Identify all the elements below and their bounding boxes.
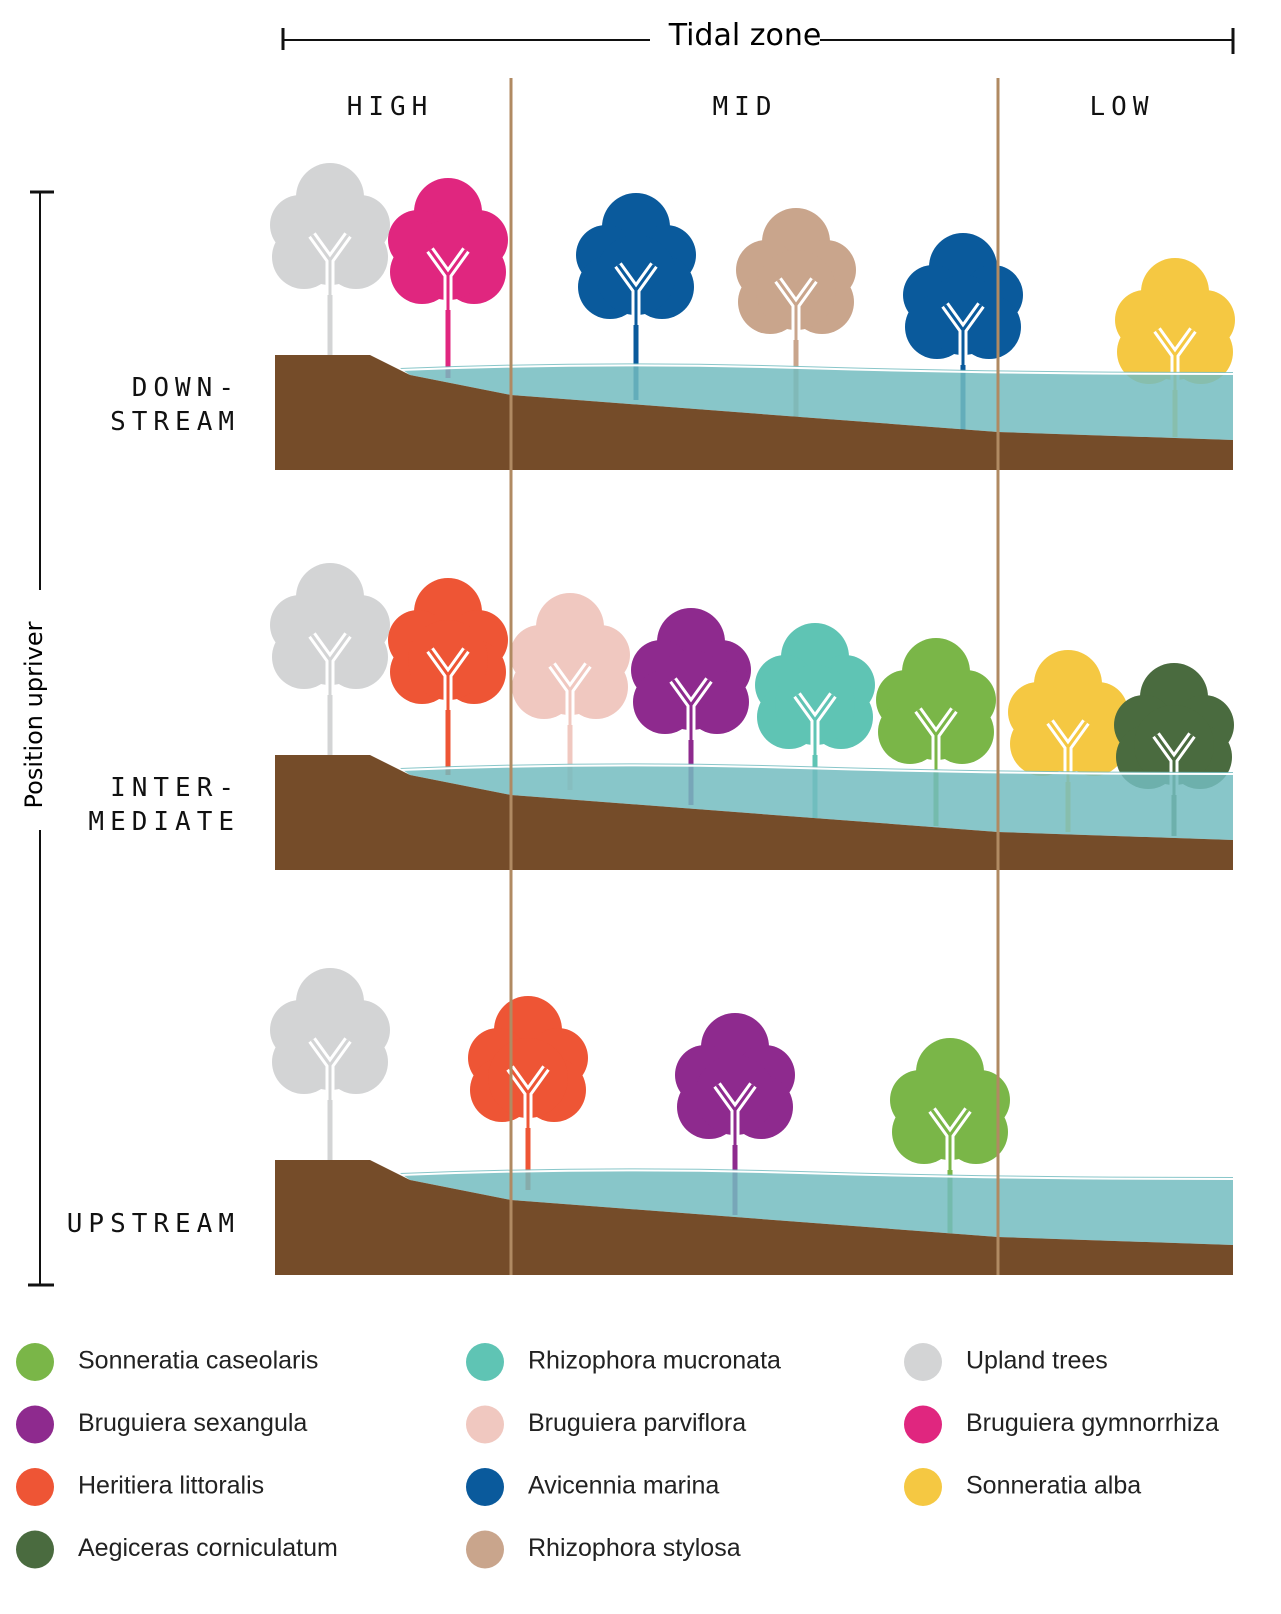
tree [270,968,390,1160]
row-label: DOWN- [132,373,240,403]
tree [388,578,508,775]
tree [510,593,630,790]
side-title: Position upriver [20,621,48,808]
legend-swatch [16,1531,54,1569]
tidal-title: Tidal zone [668,18,822,53]
legend-label: Bruguiera parviflora [528,1409,746,1437]
legend-swatch [904,1406,942,1444]
legend-label: Rhizophora stylosa [528,1534,741,1562]
scene: DOWN- STREAM INTER- MEDIATE UPSTREAM [67,163,1235,1275]
tree [388,178,508,378]
legend-label: Avicennia marina [528,1472,719,1500]
legend-label: Sonneratia caseolaris [78,1347,318,1375]
row-label: STREAM [110,407,240,437]
zone-label: LOW [1090,92,1155,122]
row-label: UPSTREAM [67,1209,240,1239]
legend-label: Bruguiera gymnorrhiza [966,1409,1219,1437]
row-label: INTER- [110,773,240,803]
legend-swatch [16,1468,54,1506]
legend-label: Bruguiera sexangula [78,1409,307,1437]
legend-swatch [466,1406,504,1444]
legend: Sonneratia caseolaris Bruguiera sexangula… [16,1343,1219,1569]
legend-swatch [466,1468,504,1506]
legend-label: Rhizophora mucronata [528,1347,781,1375]
tree [270,163,390,355]
legend-label: Aegiceras corniculatum [78,1534,338,1562]
legend-swatch [16,1406,54,1444]
legend-swatch [466,1531,504,1569]
tree [468,996,588,1190]
panel [270,563,1234,870]
zone-label: MID [713,92,778,122]
row-label: MEDIATE [88,807,240,837]
tree [270,563,390,755]
legend-swatch [904,1343,942,1381]
legend-swatch [16,1343,54,1381]
legend-label: Sonneratia alba [966,1472,1141,1500]
legend-label: Upland trees [966,1347,1108,1375]
panel [270,968,1233,1275]
diagram: Tidal zone HIGH MID LOW Position upriver… [0,0,1281,1614]
legend-swatch [904,1468,942,1506]
zone-label: HIGH [347,92,434,122]
legend-label: Heritiera littoralis [78,1472,264,1500]
panel [270,163,1235,470]
legend-swatch [466,1343,504,1381]
